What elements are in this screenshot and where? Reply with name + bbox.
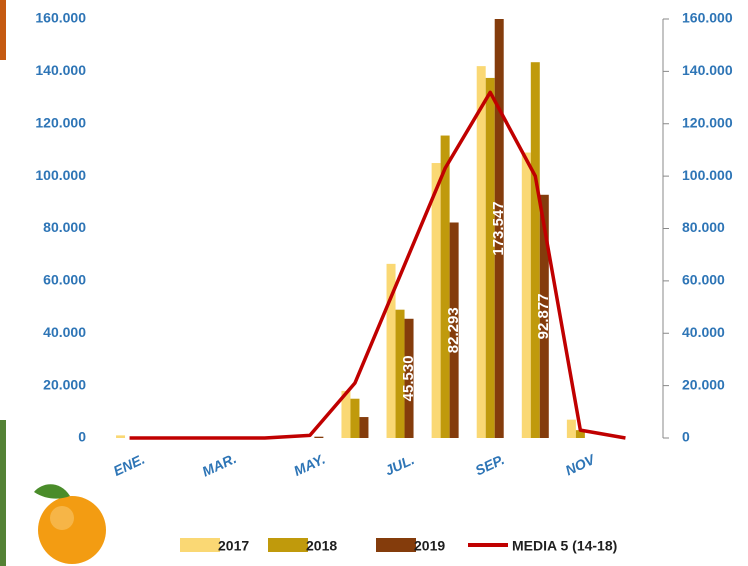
bar bbox=[431, 163, 441, 438]
bar bbox=[566, 419, 576, 438]
legend-label: 2017 bbox=[218, 538, 249, 554]
bar bbox=[575, 430, 585, 438]
y-tick-label: 20.000 bbox=[43, 376, 86, 392]
x-tick-label: JUL. bbox=[382, 451, 416, 478]
edge-strip bbox=[0, 0, 6, 60]
value-label: 45.530 bbox=[400, 355, 417, 401]
y-tick-label: 160.000 bbox=[35, 10, 86, 26]
bar bbox=[449, 222, 459, 438]
y2-tick-label: 60.000 bbox=[682, 272, 725, 288]
bar bbox=[530, 62, 540, 438]
bar bbox=[116, 435, 126, 438]
bar bbox=[314, 436, 324, 438]
value-label: 82.293 bbox=[445, 307, 462, 353]
bar bbox=[395, 309, 405, 438]
y-tick-label: 0 bbox=[78, 429, 86, 445]
bar bbox=[440, 135, 450, 439]
y-tick-label: 80.000 bbox=[43, 219, 86, 235]
bar bbox=[539, 194, 549, 438]
y-tick-label: 120.000 bbox=[35, 114, 86, 130]
y2-tick-label: 140.000 bbox=[682, 62, 733, 78]
y-tick-label: 100.000 bbox=[35, 167, 86, 183]
x-tick-label: SEP. bbox=[473, 451, 507, 478]
line bbox=[129, 90, 626, 440]
y2-tick-label: 20.000 bbox=[682, 376, 725, 392]
x-tick-label: MAR. bbox=[200, 450, 239, 480]
y2-tick-label: 0 bbox=[682, 429, 690, 445]
value-label: 173.547 bbox=[490, 201, 507, 255]
bar bbox=[485, 77, 495, 438]
x-tick-label: ENE. bbox=[111, 451, 147, 479]
bar bbox=[476, 66, 486, 438]
bar bbox=[521, 152, 531, 438]
bar bbox=[386, 263, 396, 438]
orange-icon bbox=[34, 484, 106, 564]
bar bbox=[359, 417, 369, 438]
bar bbox=[350, 398, 360, 438]
x-tick-label: MAY. bbox=[291, 451, 327, 479]
y2-tick-label: 40.000 bbox=[682, 324, 725, 340]
y2-tick-label: 160.000 bbox=[682, 10, 733, 26]
y-tick-label: 140.000 bbox=[35, 62, 86, 78]
bar bbox=[494, 19, 504, 438]
y-tick-label: 40.000 bbox=[43, 324, 86, 340]
legend-label: 2018 bbox=[306, 538, 337, 554]
legend-label: MEDIA 5 (14-18) bbox=[512, 538, 617, 554]
bar bbox=[341, 390, 351, 438]
y2-tick-label: 120.000 bbox=[682, 114, 733, 130]
legend-label: 2019 bbox=[414, 538, 445, 554]
value-label: 92.877 bbox=[535, 293, 552, 339]
y-tick-label: 60.000 bbox=[43, 272, 86, 288]
y2-tick-label: 80.000 bbox=[682, 219, 725, 235]
legend-swatch bbox=[180, 538, 220, 552]
bar bbox=[404, 318, 414, 438]
x-tick-label: NOV bbox=[563, 450, 599, 478]
legend-swatch bbox=[376, 538, 416, 552]
edge-strip bbox=[0, 420, 6, 566]
y2-tick-label: 100.000 bbox=[682, 167, 733, 183]
legend-swatch bbox=[268, 538, 308, 552]
